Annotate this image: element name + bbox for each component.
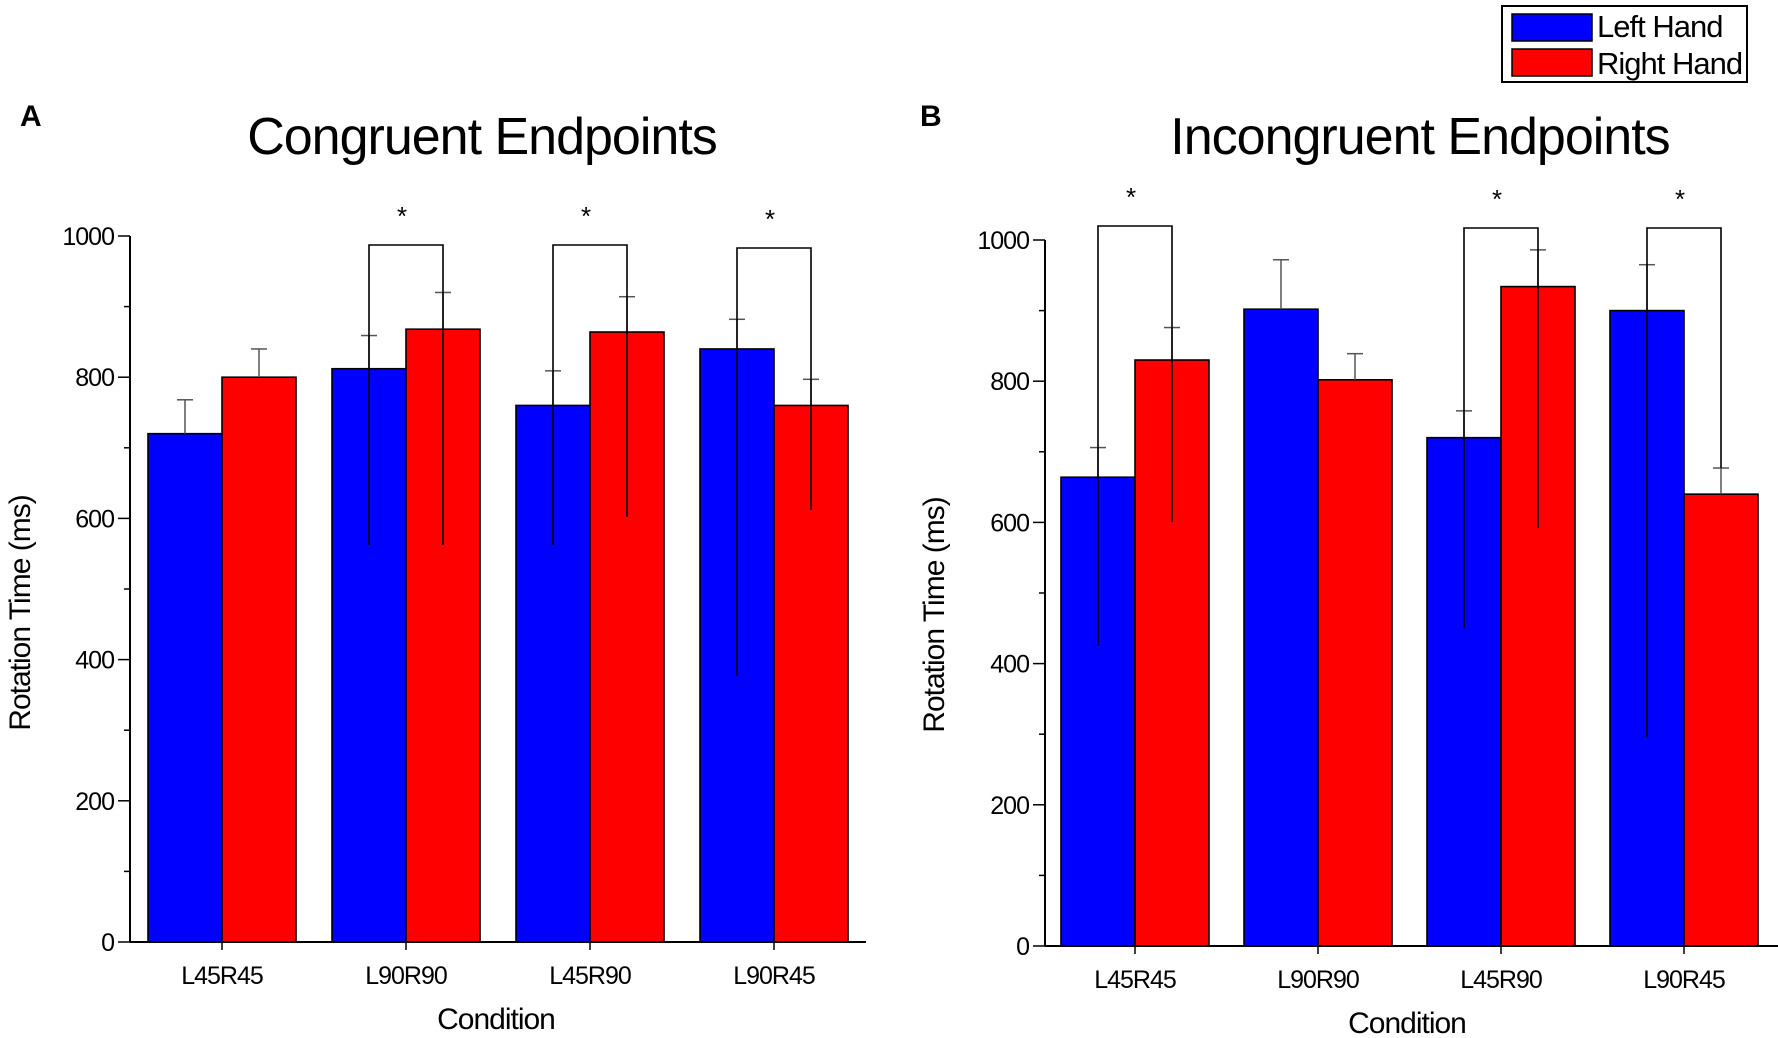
legend-right-swatch [1511,48,1593,77]
x-tick-label: L90R90 [1277,966,1359,994]
y-tick-label: 800 [990,368,1029,396]
y-tick-label: 0 [101,929,114,957]
legend-right-label: Right Hand [1597,46,1742,81]
legend-left-swatch [1511,13,1593,42]
significance-bracket [1097,225,1173,646]
legend: Left Hand Right Hand [1501,5,1748,83]
significance-bracket [736,247,812,676]
significance-star: * [1675,184,1685,214]
legend-left-label: Left Hand [1597,9,1722,44]
x-tick-label: L90R45 [733,962,815,990]
bar-left-hand-l45r45 [147,432,223,943]
significance-star: * [397,201,407,231]
significance-star: * [581,201,591,231]
y-tick-label: 800 [75,364,114,392]
significance-star: * [1126,182,1136,212]
bar-right-hand-l90r45 [1683,493,1759,947]
y-tick-label: 1000 [62,223,114,251]
significance-bracket [1463,227,1539,628]
panel-b-title: Incongruent Endpoints [1170,108,1669,166]
y-tick-label: 200 [990,792,1029,820]
significance-star: * [765,204,775,234]
y-tick-label: 0 [1016,933,1029,961]
panel-a-xlabel: Condition [437,1003,555,1036]
panel-letter-a: A [20,100,42,133]
x-tick-label: L45R90 [1460,966,1542,994]
bar-right-hand-l45r45 [221,376,297,943]
y-tick-label: 600 [75,505,114,533]
panel-letter-b: B [920,100,942,133]
x-tick-label: L45R45 [1094,966,1176,994]
panel-a-ylabel: Rotation Time (ms) [4,495,37,730]
panel-a-congruent: A Congruent Endpoints Rotation Time (ms)… [4,100,866,1036]
significance-bracket [552,244,628,545]
panel-b-ylabel: Rotation Time (ms) [918,497,951,732]
significance-bracket [368,244,444,545]
panel-b-xlabel: Condition [1348,1007,1466,1038]
x-tick-label: L45R45 [181,962,263,990]
y-tick-label: 200 [75,788,114,816]
bar-left-hand-l90r90 [1243,308,1319,947]
x-tick-label: L45R90 [549,962,631,990]
y-tick-label: 400 [990,651,1029,679]
y-tick-label: 1000 [977,227,1029,255]
bar-right-hand-l90r90 [1317,378,1393,947]
y-tick-label: 600 [990,509,1029,537]
bar-right-hand-l45r90 [1500,285,1576,947]
panel-a-title: Congruent Endpoints [247,108,717,166]
x-tick-label: L90R90 [365,962,447,990]
significance-star: * [1492,184,1502,214]
x-tick-label: L90R45 [1643,966,1725,994]
panel-b-incongruent: B Incongruent Endpoints Rotation Time (m… [918,100,1778,1038]
y-tick-label: 400 [75,647,114,675]
significance-bracket [1646,227,1722,738]
